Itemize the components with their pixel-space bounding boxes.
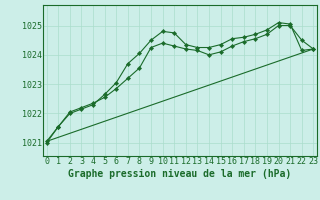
X-axis label: Graphe pression niveau de la mer (hPa): Graphe pression niveau de la mer (hPa) xyxy=(68,169,292,179)
